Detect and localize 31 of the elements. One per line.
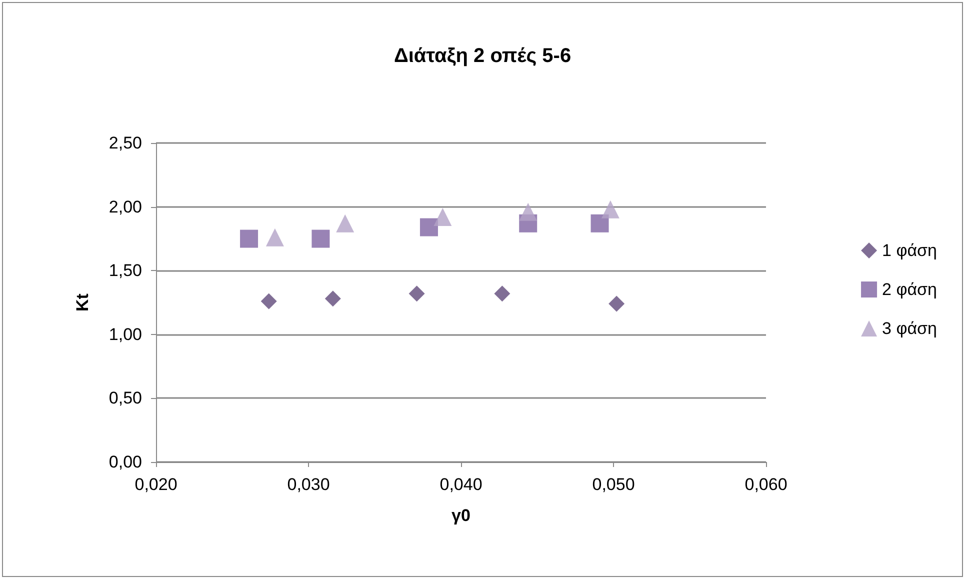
point	[312, 230, 330, 248]
x-tick-label: 0,050	[592, 475, 635, 494]
x-axis-title: γ0	[452, 506, 470, 525]
point	[519, 202, 538, 221]
x-tick-label: 0,030	[287, 475, 330, 494]
point	[420, 218, 438, 236]
point	[324, 290, 341, 307]
y-tick-label: 0,00	[108, 452, 142, 472]
point	[608, 296, 625, 312]
y-axis-title: Kt	[73, 293, 92, 312]
point	[240, 230, 258, 248]
x-tick-label: 0,060	[744, 475, 788, 494]
point	[408, 286, 425, 302]
x-tick-label: 0,040	[440, 475, 482, 494]
point	[434, 208, 452, 226]
legend-label: 1 φάση	[882, 241, 938, 260]
y-tick-label: 2,00	[108, 197, 142, 216]
point	[590, 214, 609, 232]
point	[494, 286, 510, 302]
y-tick-label: 1,50	[108, 261, 142, 280]
y-tick-label: 1,00	[108, 324, 142, 344]
x-tick-label: 0,020	[134, 475, 178, 494]
point	[601, 200, 620, 218]
y-tick-label: 0,50	[108, 388, 142, 408]
point	[266, 228, 284, 246]
legend-label: 2 φάση	[882, 280, 938, 299]
legend-label: 3 φάση	[882, 319, 938, 338]
chart-title: Διάταξη 2 οπές 5-6	[394, 45, 572, 67]
point	[260, 293, 277, 310]
y-tick-label: 2,50	[108, 134, 142, 152]
point	[336, 214, 354, 232]
